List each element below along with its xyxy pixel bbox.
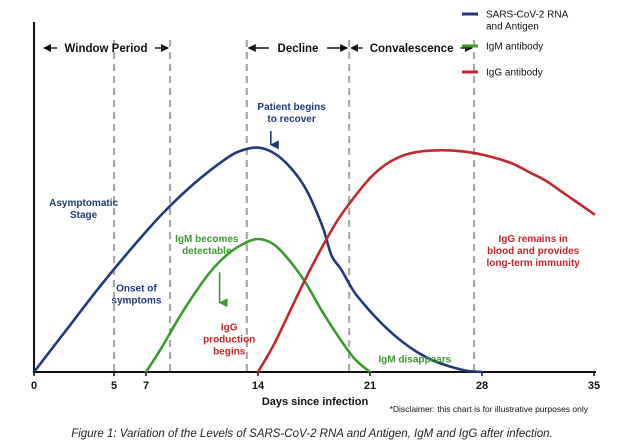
annotation-0: Patient begins to recover: [257, 102, 326, 125]
axes: [33, 22, 596, 373]
phase-label-0: Window Period: [65, 43, 148, 55]
legend-label-2: IgG antibody: [486, 68, 543, 79]
annotation-4: IgG production begins: [203, 322, 255, 357]
x-tick-label-0: 0: [31, 380, 37, 392]
phase-boundary-lines: [112, 40, 476, 372]
disclaimer: *Disclaimer: this chart is for illustrat…: [390, 404, 589, 414]
annotation-5: IgM disappears: [378, 354, 451, 365]
phase-label-2: Convalescence: [370, 43, 454, 55]
x-tick-label-5: 5: [111, 380, 117, 392]
annotation-3: IgM becomes detectable: [175, 234, 239, 257]
x-tick-label-14: 14: [252, 380, 265, 392]
x-axis-label: Days since infection: [262, 396, 369, 408]
legend-label-1: IgM antibody: [486, 42, 543, 53]
annotations: Patient begins to recover Asymptomatic Stag…: [49, 102, 580, 365]
annotation-arrows: [218, 131, 279, 308]
annotation-6: IgG remains in blood and provides long-ter…: [487, 234, 581, 269]
x-tick-label-28: 28: [476, 380, 488, 392]
x-tick-label-35: 35: [588, 380, 600, 392]
legend-label-0: SARS-CoV-2 RNA and Antigen: [486, 10, 569, 33]
annotation-2: Onset of symptoms: [111, 284, 161, 307]
phase-label-1: Decline: [278, 43, 319, 55]
legend: SARS-CoV-2 RNA and Antigen IgM antibody IgG…: [462, 10, 569, 79]
series-lines: [32, 146, 596, 374]
figure-caption: Figure 1: Variation of the Levels of SAR…: [71, 428, 553, 440]
phase-labels: Window Period Decline Convalescence: [43, 43, 473, 55]
igg-line: [256, 148, 596, 374]
x-tick-labels: 0 5 7 14 21 28 35: [31, 372, 600, 392]
rna-antigen-line: [32, 146, 484, 374]
x-tick-label-21: 21: [364, 380, 376, 392]
annotation-1: Asymptomatic Stage: [49, 198, 118, 221]
x-tick-label-7: 7: [143, 380, 149, 392]
igm-line: [144, 237, 372, 374]
